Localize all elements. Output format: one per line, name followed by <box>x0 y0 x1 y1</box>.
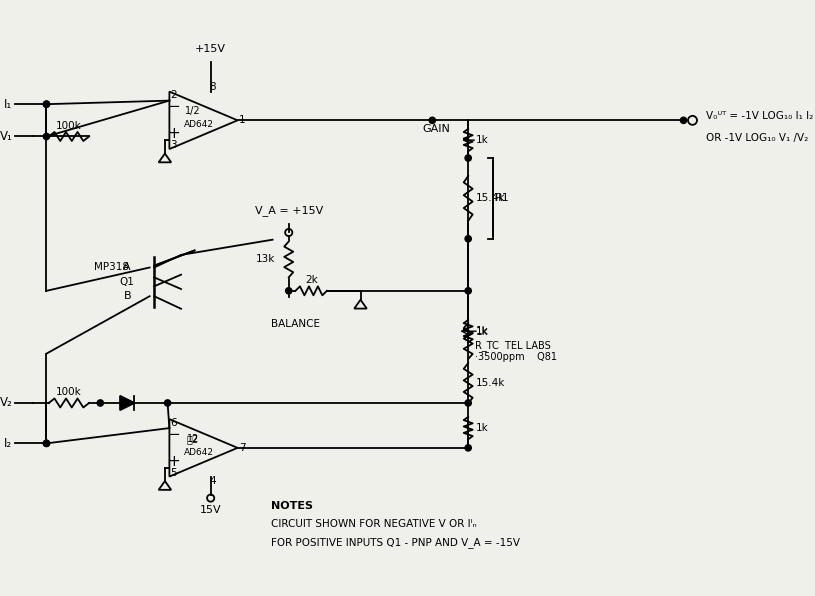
Circle shape <box>681 117 687 123</box>
Circle shape <box>285 288 292 294</box>
Text: 5: 5 <box>170 468 177 478</box>
Text: 1k: 1k <box>475 423 488 433</box>
Text: ·3500ppm    Q81: ·3500ppm Q81 <box>475 352 557 362</box>
Circle shape <box>465 400 471 406</box>
Text: 15V: 15V <box>200 505 222 515</box>
Text: −: − <box>168 427 180 442</box>
Text: 1k: 1k <box>475 327 488 337</box>
Text: ሱ2: ሱ2 <box>187 434 199 444</box>
Text: +15V: +15V <box>195 44 227 54</box>
Text: FOR POSITIVE INPUTS Q1 - PNP AND V_A = -15V: FOR POSITIVE INPUTS Q1 - PNP AND V_A = -… <box>271 536 520 548</box>
Text: R_TC  TEL LABS: R_TC TEL LABS <box>475 340 551 351</box>
Text: GAIN: GAIN <box>422 125 450 134</box>
Text: MP318: MP318 <box>94 262 129 272</box>
Text: I₁: I₁ <box>4 98 12 111</box>
Text: 2: 2 <box>170 90 177 100</box>
Circle shape <box>465 288 471 294</box>
Text: BALANCE: BALANCE <box>271 319 319 329</box>
Text: 1: 1 <box>239 116 245 125</box>
Text: V₂: V₂ <box>0 396 12 409</box>
Text: 100k: 100k <box>56 387 82 397</box>
Text: I₂: I₂ <box>4 437 12 450</box>
Text: V₀ᵁᵀ = -1V LOG₁₀ I₁ I₂: V₀ᵁᵀ = -1V LOG₁₀ I₁ I₂ <box>706 111 813 121</box>
Text: CIRCUIT SHOWN FOR NEGATIVE V OR Iᴵₙ: CIRCUIT SHOWN FOR NEGATIVE V OR Iᴵₙ <box>271 519 477 529</box>
Circle shape <box>43 440 50 446</box>
Text: +: + <box>168 126 180 141</box>
Text: V₁: V₁ <box>0 130 12 143</box>
Text: OR -1V LOG₁₀ V₁ /V₂: OR -1V LOG₁₀ V₁ /V₂ <box>706 134 808 143</box>
Text: 15.4k: 15.4k <box>475 193 504 203</box>
Text: B: B <box>123 291 131 301</box>
Circle shape <box>465 445 471 451</box>
Circle shape <box>430 117 435 123</box>
Circle shape <box>43 101 50 107</box>
Text: 12: 12 <box>187 434 199 444</box>
Circle shape <box>165 400 170 406</box>
Text: 15.4k: 15.4k <box>475 378 504 388</box>
Text: R1: R1 <box>495 193 510 203</box>
Text: 1k: 1k <box>475 326 488 336</box>
Text: 6: 6 <box>170 418 177 428</box>
Circle shape <box>465 235 471 242</box>
Text: 13k: 13k <box>256 254 275 265</box>
Text: A: A <box>123 262 131 272</box>
Text: AD642: AD642 <box>184 120 214 129</box>
Circle shape <box>43 440 50 446</box>
Text: 2k: 2k <box>305 275 318 285</box>
Circle shape <box>43 134 50 139</box>
Circle shape <box>97 400 104 406</box>
Text: V_A = +15V: V_A = +15V <box>254 204 323 216</box>
Text: 4: 4 <box>209 476 216 486</box>
Text: 7: 7 <box>239 443 245 453</box>
Text: Q1: Q1 <box>120 277 134 287</box>
Text: 1/2: 1/2 <box>185 106 200 116</box>
Text: −: − <box>168 100 180 114</box>
Text: AD642: AD642 <box>184 448 214 457</box>
Circle shape <box>465 155 471 161</box>
Circle shape <box>43 101 50 107</box>
Text: +: + <box>168 454 180 469</box>
Text: 100k: 100k <box>56 121 82 131</box>
Text: 1k: 1k <box>475 135 488 145</box>
Text: 3: 3 <box>170 141 177 150</box>
Text: NOTES: NOTES <box>271 501 313 511</box>
Text: 8: 8 <box>209 82 216 92</box>
Polygon shape <box>120 396 134 410</box>
